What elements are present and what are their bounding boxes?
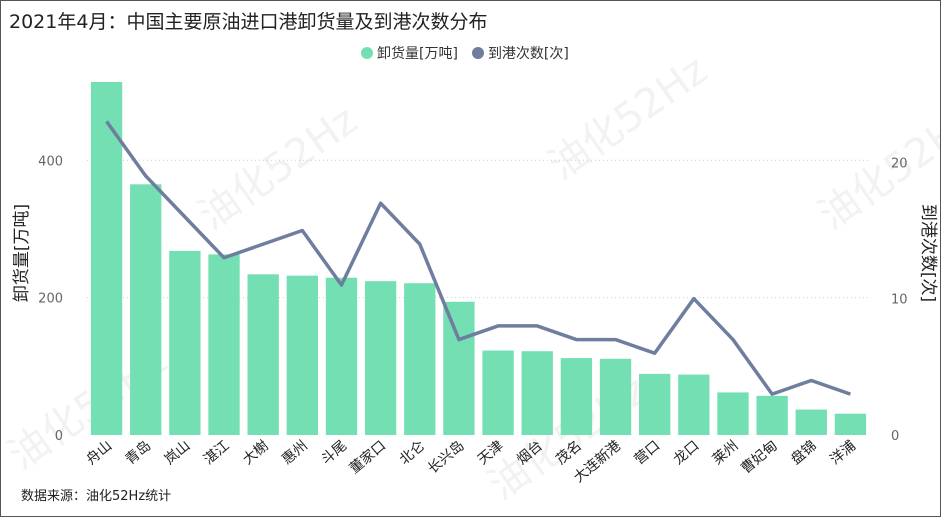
bar bbox=[443, 301, 475, 435]
bar bbox=[208, 254, 240, 435]
x-tick-label: 长兴岛 bbox=[425, 438, 467, 477]
legend-item-calls[interactable]: 到港次数[次] bbox=[471, 43, 569, 63]
bar bbox=[717, 392, 749, 435]
bar bbox=[404, 283, 436, 435]
x-tick-label: 湛江 bbox=[201, 438, 233, 468]
x-tick-label: 营口 bbox=[632, 438, 664, 468]
bar bbox=[482, 350, 514, 435]
x-tick-label: 盘锦 bbox=[787, 437, 819, 468]
x-tick-label: 斗尾 bbox=[318, 438, 350, 468]
legend-label-calls: 到港次数[次] bbox=[487, 46, 569, 62]
watermark-text: 油化52Hz bbox=[540, 47, 715, 189]
bar bbox=[834, 413, 867, 435]
x-tick-label: 董家口 bbox=[346, 437, 389, 477]
bar bbox=[364, 281, 397, 435]
data-source-note: 数据来源：油化52Hz统计 bbox=[21, 489, 172, 504]
x-tick-label: 北仑 bbox=[397, 438, 429, 468]
bar bbox=[90, 81, 123, 435]
y2-tick-label: 20 bbox=[891, 156, 908, 171]
bar bbox=[325, 277, 358, 435]
x-tick-label: 莱州 bbox=[710, 438, 742, 468]
bar bbox=[639, 373, 671, 435]
x-tick-label: 青岛 bbox=[123, 438, 155, 468]
bar bbox=[169, 250, 201, 435]
bar bbox=[599, 358, 632, 435]
y2-tick-label: 10 bbox=[891, 293, 908, 308]
y-tick-label: 400 bbox=[38, 154, 63, 169]
bar bbox=[560, 358, 593, 435]
bar bbox=[286, 275, 318, 435]
watermark-text: 油化52Hz bbox=[190, 97, 365, 239]
bar bbox=[795, 409, 827, 435]
legend-item-volume[interactable]: 卸货量[万吨] bbox=[361, 43, 458, 63]
y-tick-label: 200 bbox=[38, 292, 63, 307]
x-tick-label: 大榭 bbox=[240, 438, 272, 468]
x-tick-label: 舟山 bbox=[83, 438, 115, 468]
legend-swatch-calls bbox=[471, 47, 484, 59]
x-tick-label: 龙口 bbox=[671, 438, 703, 468]
legend-swatch-volume bbox=[361, 47, 373, 59]
y-tick-label: 0 bbox=[55, 429, 63, 444]
legend-label-volume: 卸货量[万吨] bbox=[377, 46, 458, 62]
y2-tick-label: 0 bbox=[891, 429, 899, 444]
x-tick-label: 洋浦 bbox=[827, 438, 859, 468]
x-tick-label: 曹妃甸 bbox=[738, 438, 780, 477]
chart-title: 2021年4月：中国主要原油进口港卸货量及到港次数分布 bbox=[9, 11, 488, 33]
line-series-calls bbox=[105, 120, 852, 396]
legend: 卸货量[万吨] 到港次数[次] bbox=[361, 43, 569, 63]
y-axis-title: 卸货量[万吨] bbox=[12, 204, 32, 302]
bar bbox=[756, 395, 788, 435]
bar bbox=[130, 184, 162, 435]
x-tick-label: 岚山 bbox=[162, 438, 194, 468]
bar bbox=[521, 351, 553, 435]
x-tick-label: 惠州 bbox=[279, 438, 311, 468]
bar bbox=[678, 374, 710, 435]
bar bbox=[247, 274, 279, 435]
y2-axis-title: 到港次数[次] bbox=[918, 204, 938, 302]
